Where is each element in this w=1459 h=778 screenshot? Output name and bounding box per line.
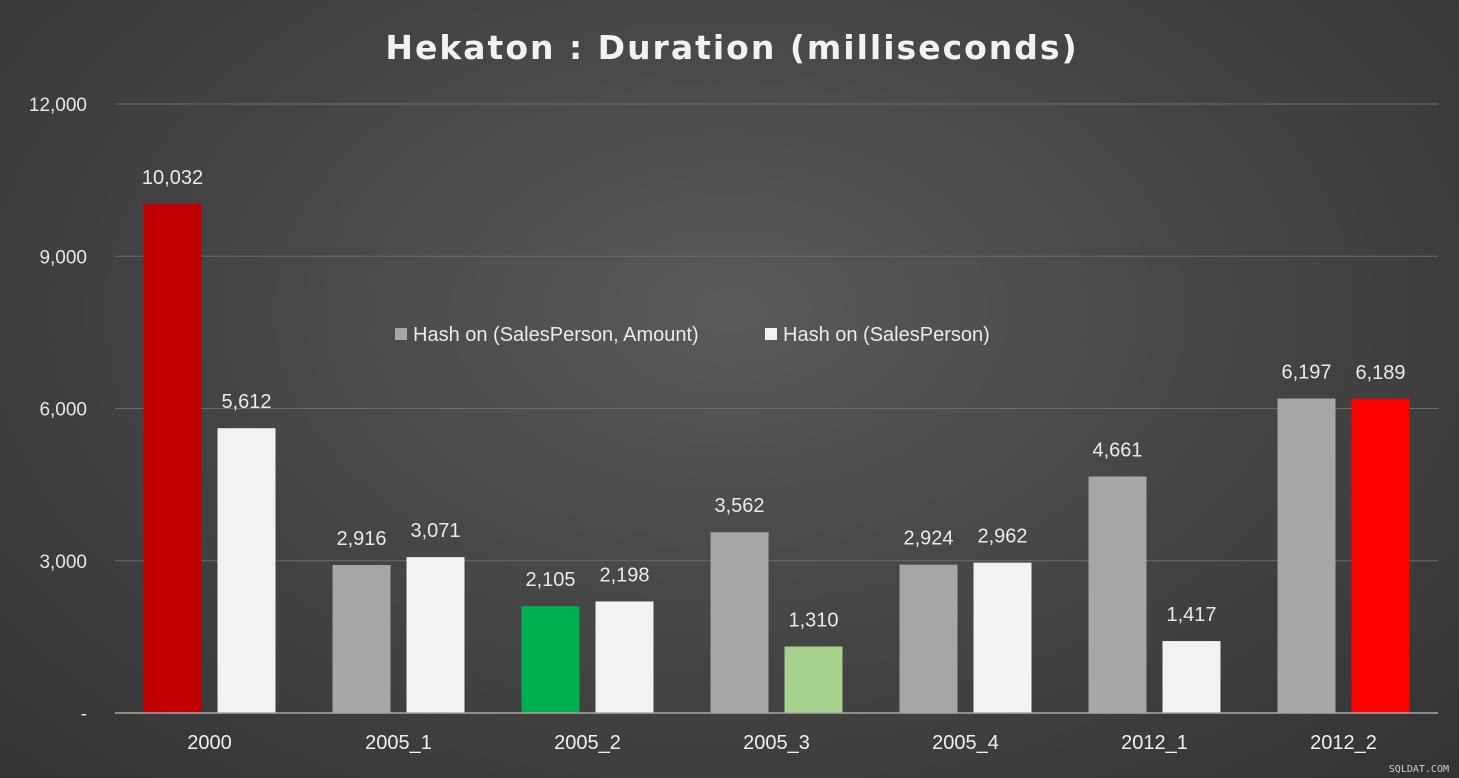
legend-swatch-series-2 bbox=[765, 328, 777, 340]
legend-swatch-series-1 bbox=[395, 328, 407, 340]
y-tick-label: 9,000 bbox=[39, 247, 87, 268]
data-label: 10,032 bbox=[142, 167, 203, 189]
data-label: 6,197 bbox=[1281, 362, 1331, 384]
data-label: 3,562 bbox=[714, 495, 764, 517]
bar-2012_2-series-1 bbox=[1277, 398, 1336, 713]
legend-label-series-2: Hash on (SalesPerson) bbox=[783, 324, 990, 346]
legend: Hash on (SalesPerson, Amount) Hash on (S… bbox=[395, 324, 990, 346]
x-tick-label: 2005_4 bbox=[932, 732, 999, 754]
data-label: 2,105 bbox=[525, 569, 575, 591]
bar-2005_3-series-1 bbox=[710, 532, 769, 713]
data-label: 6,189 bbox=[1355, 362, 1405, 384]
x-tick-label: 2005_1 bbox=[365, 732, 432, 754]
bar-2000-series-2 bbox=[217, 428, 276, 713]
bar-2005_1-series-2 bbox=[406, 557, 465, 713]
bar-2005_4-series-1 bbox=[899, 564, 958, 713]
data-label: 1,417 bbox=[1166, 604, 1216, 626]
x-tick-label: 2012_2 bbox=[1310, 732, 1377, 754]
data-label: 5,612 bbox=[221, 391, 271, 413]
bar-2000-series-1 bbox=[143, 203, 202, 713]
data-label: 4,661 bbox=[1092, 439, 1142, 461]
y-tick-label: 3,000 bbox=[39, 552, 87, 573]
watermark: SQLDAT.COM bbox=[1389, 764, 1449, 775]
y-tick-label: 6,000 bbox=[39, 400, 87, 421]
x-tick-label: 2000 bbox=[187, 732, 232, 754]
x-tick-label: 2005_2 bbox=[554, 732, 621, 754]
y-tick-label: - bbox=[81, 704, 87, 725]
bar-2005_2-series-1 bbox=[521, 606, 580, 713]
bar-2005_1-series-1 bbox=[332, 565, 391, 713]
data-label: 2,916 bbox=[336, 528, 386, 550]
data-label: 1,310 bbox=[788, 610, 838, 632]
bar-2005_4-series-2 bbox=[973, 562, 1032, 713]
data-labels: 10,032 5,612 2,916 3,071 2,105 2,198 3,562 1,31… bbox=[142, 167, 1406, 632]
bar-2005_3-series-2 bbox=[784, 646, 843, 713]
bar-2012_1-series-1 bbox=[1088, 476, 1147, 713]
x-tick-label: 2005_3 bbox=[743, 732, 810, 754]
bar-2005_2-series-2 bbox=[595, 601, 654, 713]
y-tick-label: 12,000 bbox=[29, 95, 87, 116]
gridlines bbox=[115, 103, 1438, 562]
bars bbox=[143, 203, 1410, 713]
chart-title: Hekaton : Duration (milliseconds) bbox=[385, 28, 1078, 67]
x-axis-categories: 2000 2005_1 2005_2 2005_3 2005_4 2012_1 2012_2 bbox=[187, 732, 1377, 754]
bar-2012_1-series-2 bbox=[1162, 641, 1221, 713]
y-axis-ticks: - 3,000 6,000 9,000 12,000 bbox=[29, 95, 87, 725]
data-label: 2,198 bbox=[599, 564, 649, 586]
legend-label-series-1: Hash on (SalesPerson, Amount) bbox=[413, 324, 699, 346]
data-label: 2,924 bbox=[903, 528, 953, 550]
data-label: 2,962 bbox=[977, 526, 1027, 548]
bar-2012_2-series-2 bbox=[1351, 398, 1410, 713]
x-tick-label: 2012_1 bbox=[1121, 732, 1188, 754]
data-label: 3,071 bbox=[410, 520, 460, 542]
